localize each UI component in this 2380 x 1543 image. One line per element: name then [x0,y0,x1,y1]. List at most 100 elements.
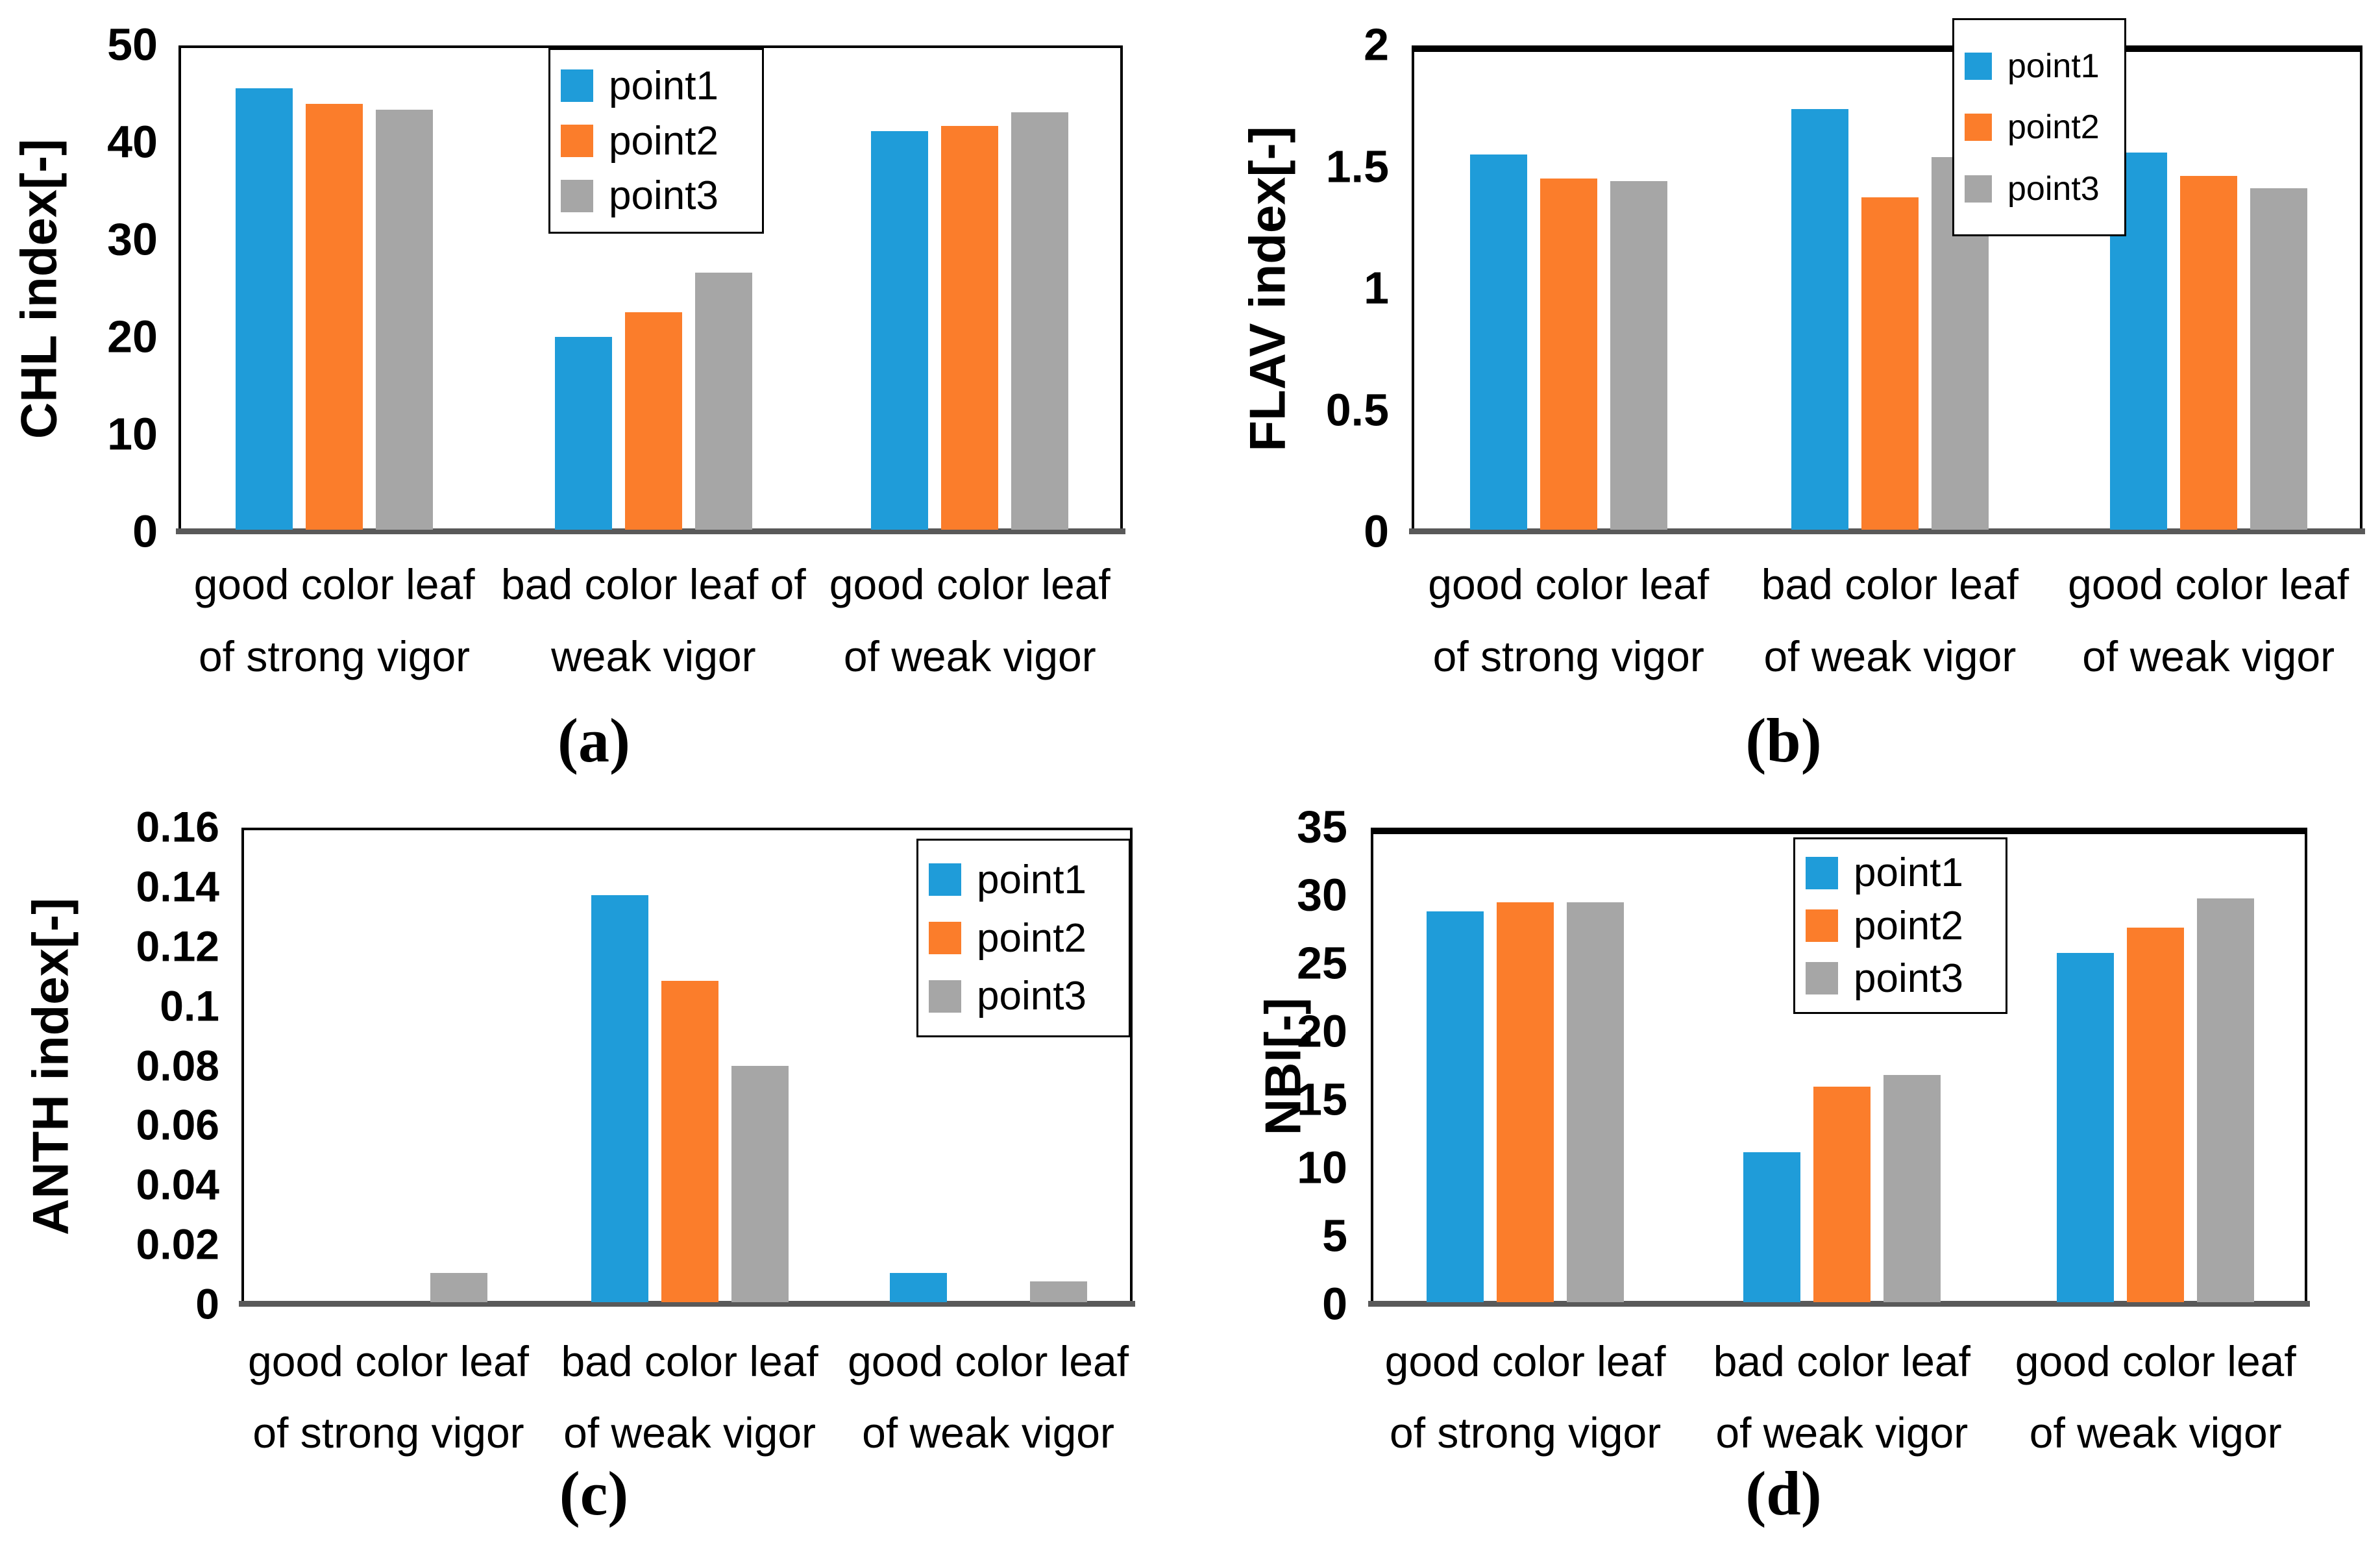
legend-item-point3: point3 [561,173,752,219]
bar-point3 [694,273,752,530]
legend-swatch-point1-icon [929,863,961,896]
bar-group-d-1 [1427,902,1625,1302]
bar-point1 [2057,953,2115,1302]
legend-label-point3: point3 [2007,169,2100,208]
y-tick-label-b: 2 [1364,19,1389,70]
category-label-d-1: good color leaf of strong vigor [1385,1326,1666,1468]
bar-point1 [871,131,929,530]
y-tick-label-d: 20 [1297,1006,1347,1057]
y-tick-label-d: 5 [1322,1210,1347,1261]
y-tick-label-d: 0 [1322,1278,1347,1329]
y-tick-label-c: 0.06 [136,1100,219,1149]
category-label-line: good color leaf [248,1337,530,1385]
bar-point2 [2179,176,2237,530]
category-label-line: good color leaf [2068,560,2349,608]
legend-item-point2: point2 [561,118,752,164]
bar-point2 [1540,179,1597,530]
bar-point2 [306,104,363,530]
legend-swatch-point2-icon [929,922,961,954]
bar-point3 [1610,181,1667,530]
y-tick-label-a: 0 [132,506,158,557]
category-label-line: of strong vigor [198,632,471,680]
legend-swatch-point1-icon [1806,856,1838,889]
bar-group-c-2 [591,895,789,1302]
category-label-line: of weak vigor [843,632,1096,680]
legend-item-point2: point2 [1806,903,1995,949]
y-tick-label-c: 0 [195,1279,219,1328]
legend-label-point1: point1 [2007,47,2100,85]
legend-swatch-point1-icon [1965,52,1992,80]
category-label-line: good color leaf [829,560,1110,608]
category-label-line: of strong vigor [1389,1409,1662,1457]
legend-label-point3: point3 [1854,956,1963,1001]
bar-point2 [2127,928,2185,1302]
legend-swatch-point3-icon [1806,962,1838,995]
category-label-line: of weak vigor [1763,632,2017,680]
legend-label-point1: point1 [1854,850,1963,896]
legend-swatch-point2-icon [1806,909,1838,942]
y-tick-label-b: 1 [1364,262,1389,314]
legend-swatch-point3-icon [1965,175,1992,203]
legend-swatch-point1-icon [561,69,593,103]
category-label-line: of weak vigor [563,1409,816,1457]
bar-point2 [624,312,682,530]
category-label-line: good color leaf [2015,1337,2296,1385]
legend-item-point1: point1 [1965,47,2114,86]
legend-label-point1: point1 [609,63,718,108]
category-label-line: of weak vigor [2029,1409,2282,1457]
category-label-b-1: good color leaf of strong vigor [1428,549,1709,693]
category-label-line: of weak vigor [1715,1409,1969,1457]
bar-point3 [1883,1075,1941,1302]
y-tick-label-c: 0.02 [136,1220,219,1268]
category-label-line: bad color leaf [1713,1337,1970,1385]
legend-swatch-point2-icon [561,125,593,157]
bar-point1 [554,337,612,530]
category-label-b-2: bad color leaf of weak vigor [1761,549,2018,693]
y-tick-label-c: 0.1 [160,981,219,1030]
legend-item-point3: point3 [929,973,1118,1019]
category-label-line: good color leaf [1428,560,1710,608]
legend-swatch-point3-icon [929,980,961,1013]
y-tick-label-b: 1.5 [1325,140,1389,191]
y-tick-label-b: 0 [1364,506,1389,557]
legend-label-point2: point2 [977,915,1086,961]
bar-point1 [236,88,293,530]
legend-label-point2: point2 [1854,903,1963,948]
category-label-line: of weak vigor [862,1409,1114,1457]
y-tick-label-c: 0.08 [136,1041,219,1089]
legend-b: point1 point2 point3 [1952,18,2126,236]
legend-item-point1: point1 [561,63,752,109]
bar-group-b-3 [2109,153,2307,530]
x-axis-line-c [239,1301,1135,1307]
category-label-line: weak vigor [551,632,756,680]
legend-label-point2: point2 [609,118,718,164]
panel-letter-a: (a) [558,706,630,775]
category-label-b-3: good color leaf of weak vigor [2068,549,2349,693]
category-label-d-2: bad color leaf of weak vigor [1713,1326,1970,1468]
category-label-line: bad color leaf of [501,560,806,608]
y-axis-title-a: CHL index[-] [10,138,67,439]
bar-point2 [661,981,718,1302]
category-label-line: bad color leaf [1761,560,2019,608]
y-tick-label-c: 0.04 [136,1160,219,1209]
category-label-d-3: good color leaf of weak vigor [2015,1326,2296,1468]
panel-letter-b: (b) [1745,706,1822,775]
y-tick-label-a: 30 [107,214,158,265]
legend-a: point1 point2 point3 [548,48,764,234]
category-label-line: of weak vigor [2082,632,2335,680]
panel-letter-d: (d) [1745,1459,1822,1528]
bar-point1 [1469,154,1527,530]
y-tick-label-c: 0.12 [136,922,219,970]
bar-group-c-3 [889,1273,1087,1302]
y-tick-label-c: 0.16 [136,802,219,851]
y-tick-label-a: 20 [107,311,158,362]
legend-label-point2: point2 [2007,108,2100,146]
category-label-c-2: bad color leaf of weak vigor [561,1326,818,1468]
legend-c: point1 point2 point3 [916,839,1131,1037]
legend-d: point1 point2 point3 [1793,837,2007,1014]
bar-group-a-3 [871,112,1069,530]
bar-point2 [1813,1087,1871,1302]
bar-point1 [889,1273,947,1302]
category-label-line: of strong vigor [252,1409,524,1457]
